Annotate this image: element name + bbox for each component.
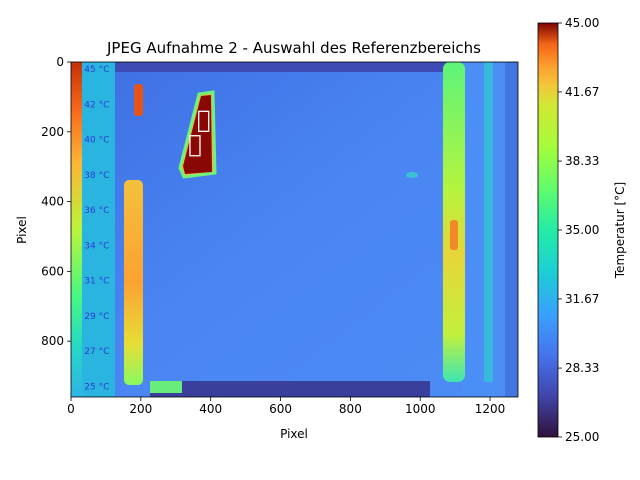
y-axis-label: Pixel: [15, 216, 29, 244]
scale-label: 36 °C: [84, 206, 109, 216]
scale-label: 31 °C: [84, 277, 109, 287]
small-warm-spot: [406, 172, 418, 178]
x-tick-label: 1000: [405, 402, 436, 416]
colorbar-tick-label: 41.67: [565, 85, 599, 99]
right-warm-core: [450, 220, 458, 250]
right-cyan-edge: [484, 62, 493, 382]
left-warm-bar: [124, 180, 143, 385]
colorbar-tick-label: 28.33: [565, 361, 599, 375]
bottom-dark-band: [150, 381, 430, 397]
y-tick-label: 0: [56, 55, 64, 69]
scale-label: 42 °C: [84, 100, 109, 110]
x-axis: 0 200 400 600 800 1000 1200: [67, 397, 505, 416]
x-tick-label: 1200: [475, 402, 506, 416]
colorbar: 25.00 28.33 31.67 35.00 38.33 41.67 45.00 Temp…: [537, 16, 627, 444]
y-tick-label: 400: [41, 195, 64, 209]
scale-label: 40 °C: [84, 136, 109, 146]
colorbar-ticks: 25.00 28.33 31.67 35.00 38.33 41.67 45.00: [558, 16, 599, 444]
x-axis-label: Pixel: [280, 427, 308, 441]
left-warm-spot: [134, 84, 143, 116]
scale-label: 29 °C: [84, 312, 109, 322]
right-edge-dark: [505, 62, 518, 397]
plot-frame: [70, 61, 519, 398]
x-tick-label: 600: [269, 402, 292, 416]
left-scale-strip: [71, 62, 82, 397]
scale-label: 38 °C: [84, 171, 109, 181]
y-axis: 0 200 400 600 800: [41, 55, 71, 348]
scale-label: 34 °C: [84, 241, 109, 251]
y-tick-label: 200: [41, 125, 64, 139]
scale-label: 27 °C: [84, 347, 109, 357]
left-scale-panel: [82, 62, 115, 397]
colorbar-tick-label: 38.33: [565, 154, 599, 168]
colorbar-tick-label: 25.00: [565, 430, 599, 444]
colorbar-tick-label: 31.67: [565, 292, 599, 306]
colorbar-tick-label: 45.00: [565, 16, 599, 30]
reference-marker: [198, 110, 210, 132]
scale-label: 45 °C: [84, 65, 109, 75]
colorbar-tick-label: 35.00: [565, 223, 599, 237]
y-tick-label: 600: [41, 264, 64, 278]
x-tick-label: 0: [67, 402, 75, 416]
reference-markers: [189, 110, 210, 157]
top-dark-band: [115, 62, 518, 72]
thermal-image: 45 °C 42 °C 40 °C 38 °C 36 °C 34 °C 31 °C 29 °C…: [71, 62, 518, 397]
colorbar-gradient: [537, 22, 559, 438]
chart-title: JPEG Aufnahme 2 - Auswahl des Referenzbe…: [106, 39, 481, 57]
y-tick-label: 800: [41, 334, 64, 348]
scale-labels: 45 °C 42 °C 40 °C 38 °C 36 °C 34 °C 31 °C 29 °C…: [84, 65, 109, 393]
x-tick-label: 200: [129, 402, 152, 416]
x-tick-label: 400: [199, 402, 222, 416]
bottom-warm-bar: [150, 381, 182, 393]
scale-label: 25 °C: [84, 383, 109, 393]
reference-marker: [189, 135, 201, 157]
x-tick-label: 800: [339, 402, 362, 416]
colorbar-label: Temperatur [°C]: [613, 182, 627, 279]
